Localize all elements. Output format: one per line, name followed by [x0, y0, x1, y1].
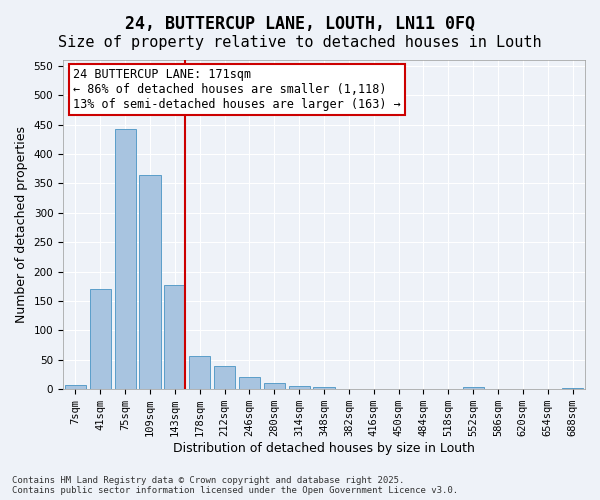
Text: Contains HM Land Registry data © Crown copyright and database right 2025.
Contai: Contains HM Land Registry data © Crown c…	[12, 476, 458, 495]
Bar	[189, 356, 210, 389]
Bar	[214, 366, 235, 389]
Text: 24, BUTTERCUP LANE, LOUTH, LN11 0FQ: 24, BUTTERCUP LANE, LOUTH, LN11 0FQ	[125, 15, 475, 33]
Bar	[338, 388, 359, 389]
Bar	[537, 388, 558, 389]
Bar	[289, 386, 310, 389]
Text: 24 BUTTERCUP LANE: 171sqm
← 86% of detached houses are smaller (1,118)
13% of se: 24 BUTTERCUP LANE: 171sqm ← 86% of detac…	[73, 68, 401, 111]
Bar	[90, 290, 111, 389]
Bar	[264, 384, 285, 389]
Y-axis label: Number of detached properties: Number of detached properties	[15, 126, 28, 323]
Bar	[139, 174, 161, 389]
Bar	[239, 378, 260, 389]
Bar	[562, 388, 583, 389]
Bar	[65, 385, 86, 389]
Bar	[388, 388, 409, 389]
Bar	[463, 388, 484, 389]
X-axis label: Distribution of detached houses by size in Louth: Distribution of detached houses by size …	[173, 442, 475, 455]
Bar	[164, 284, 185, 389]
Text: Size of property relative to detached houses in Louth: Size of property relative to detached ho…	[58, 35, 542, 50]
Bar	[363, 388, 384, 389]
Bar	[313, 388, 335, 389]
Bar	[115, 129, 136, 389]
